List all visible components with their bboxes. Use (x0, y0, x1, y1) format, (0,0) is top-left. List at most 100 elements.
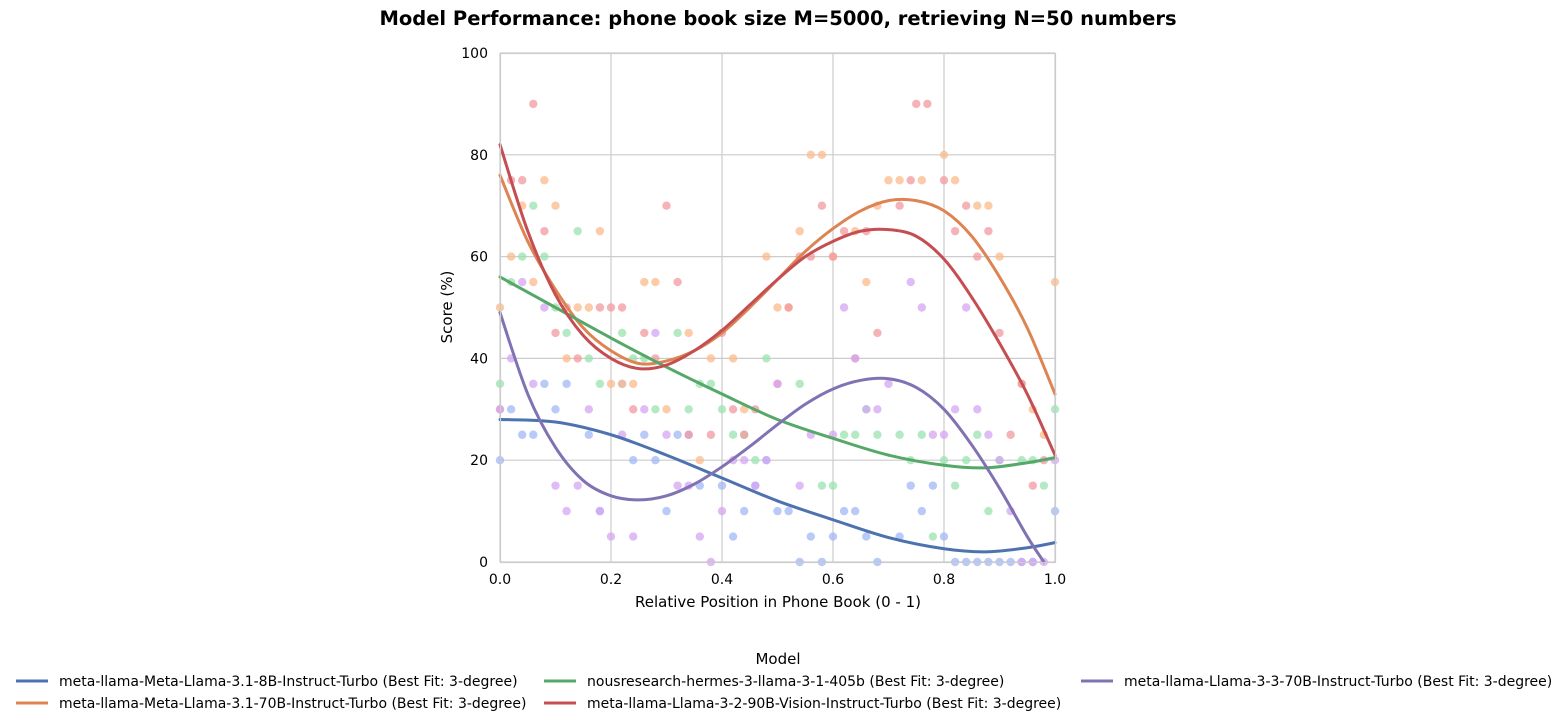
scatter-point-series-2 (828, 481, 838, 490)
scatter-point-series-1 (562, 354, 571, 363)
scatter-point-series-1 (695, 456, 704, 465)
scatter-point-series-3 (540, 226, 549, 236)
scatter-point-series-3 (529, 99, 538, 109)
scatter-point-series-4 (584, 405, 593, 414)
scatter-point-series-4 (640, 405, 649, 414)
scatter-point-series-2 (584, 354, 593, 363)
scatter-point-series-0 (928, 481, 938, 490)
scatter-point-series-0 (562, 379, 571, 389)
scatter-point-series-1 (506, 252, 516, 261)
scatter-point-series-0 (851, 506, 860, 516)
scatter-point-series-2 (873, 430, 882, 439)
scatter-point-series-4 (540, 303, 549, 312)
scatter-point-series-1 (617, 379, 627, 389)
scatter-point-series-4 (795, 481, 804, 490)
scatter-point-series-0 (717, 481, 727, 490)
scatter-point-series-4 (529, 379, 538, 389)
scatter-point-series-3 (573, 354, 582, 363)
x-tick-label: 1.0 (1044, 572, 1066, 588)
scatter-point-series-4 (606, 532, 616, 541)
fit-line-series-2 (498, 275, 1057, 470)
scatter-point-series-4 (906, 277, 915, 287)
scatter-point-series-1 (540, 176, 549, 185)
scatter-point-series-0 (773, 506, 782, 516)
x-tick-label: 0.2 (600, 572, 622, 588)
scatter-point-series-0 (506, 405, 516, 414)
scatter-point-series-4 (629, 532, 638, 541)
scatter-point-series-1 (884, 176, 893, 185)
scatter-point-series-3 (828, 252, 838, 261)
scatter-point-series-1 (529, 277, 538, 287)
scatter-point-series-1 (651, 277, 660, 287)
scatter-point-series-2 (751, 456, 760, 465)
scatter-point-series-4 (995, 456, 1004, 465)
scatter-point-series-2 (651, 405, 660, 414)
scatter-point-series-1 (817, 150, 827, 159)
scatter-point-series-2 (728, 430, 738, 439)
scatter-point-series-4 (973, 405, 982, 414)
scatter-point-series-0 (740, 506, 749, 516)
scatter-points (495, 99, 1060, 567)
scatter-point-series-2 (950, 481, 960, 490)
scatter-point-series-3 (629, 405, 638, 414)
scatter-point-series-1 (973, 201, 982, 210)
scatter-point-series-3 (706, 430, 716, 439)
scatter-point-series-1 (895, 176, 904, 185)
scatter-point-series-1 (551, 201, 560, 210)
scatter-point-series-0 (540, 379, 549, 389)
scatter-point-series-2 (717, 405, 727, 414)
x-tick-label: 0.8 (933, 572, 955, 588)
scatter-point-series-0 (862, 532, 871, 541)
x-tick-labels: 0.0 0.2 0.4 0.6 0.8 1.0 (489, 572, 1066, 588)
scatter-point-series-2 (895, 430, 904, 439)
scatter-point-series-3 (606, 303, 616, 312)
y-axis-label: Score (%) (438, 271, 456, 344)
scatter-point-series-4 (562, 506, 571, 516)
scatter-point-series-2 (562, 328, 571, 338)
scatter-point-series-0 (551, 405, 560, 414)
scatter-point-series-3 (617, 303, 627, 312)
scatter-point-series-1 (640, 277, 649, 287)
scatter-point-series-3 (950, 226, 960, 236)
x-axis-label: Relative Position in Phone Book (0 - 1) (635, 593, 921, 611)
scatter-point-series-2 (795, 379, 804, 389)
scatter-point-series-4 (651, 328, 660, 338)
scatter-point-series-4 (740, 456, 749, 465)
scatter-point-series-4 (917, 303, 926, 312)
scatter-point-series-1 (950, 176, 960, 185)
legend-label-series-3: meta-llama-Llama-3-2-90B-Vision-Instruct… (587, 696, 1061, 712)
scatter-point-series-2 (984, 506, 993, 516)
fit-line-series-4 (498, 311, 1046, 564)
scatter-point-series-2 (529, 201, 538, 210)
scatter-point-series-4 (595, 506, 605, 516)
scatter-point-series-1 (706, 354, 716, 363)
scatter-point-series-4 (884, 379, 893, 389)
scatter-point-series-4 (717, 506, 727, 516)
scatter-point-series-4 (873, 405, 882, 414)
y-tick-label: 60 (470, 250, 488, 266)
scatter-point-series-3 (895, 201, 904, 210)
scatter-point-series-2 (851, 430, 860, 439)
scatter-point-series-4 (673, 481, 682, 490)
scatter-point-series-2 (540, 252, 549, 261)
y-tick-labels: 0 20 40 60 80 100 (461, 46, 488, 571)
scatter-point-series-1 (917, 176, 926, 185)
scatter-point-series-4 (851, 354, 860, 363)
x-tick-label: 0.6 (822, 572, 844, 588)
scatter-point-series-4 (862, 405, 871, 414)
scatter-point-series-2 (962, 456, 971, 465)
x-tick-label: 0.0 (489, 572, 511, 588)
fit-lines (498, 143, 1057, 564)
scatter-point-series-4 (762, 456, 771, 465)
scatter-point-series-1 (939, 150, 949, 159)
scatter-point-series-4 (939, 430, 949, 439)
scatter-point-series-1 (584, 303, 593, 312)
scatter-point-series-2 (939, 456, 949, 465)
scatter-point-series-0 (839, 506, 849, 516)
scatter-point-series-3 (673, 277, 682, 287)
scatter-point-series-0 (629, 456, 638, 465)
scatter-point-series-3 (595, 303, 605, 312)
scatter-point-series-3 (839, 226, 849, 236)
scatter-point-series-0 (939, 532, 949, 541)
